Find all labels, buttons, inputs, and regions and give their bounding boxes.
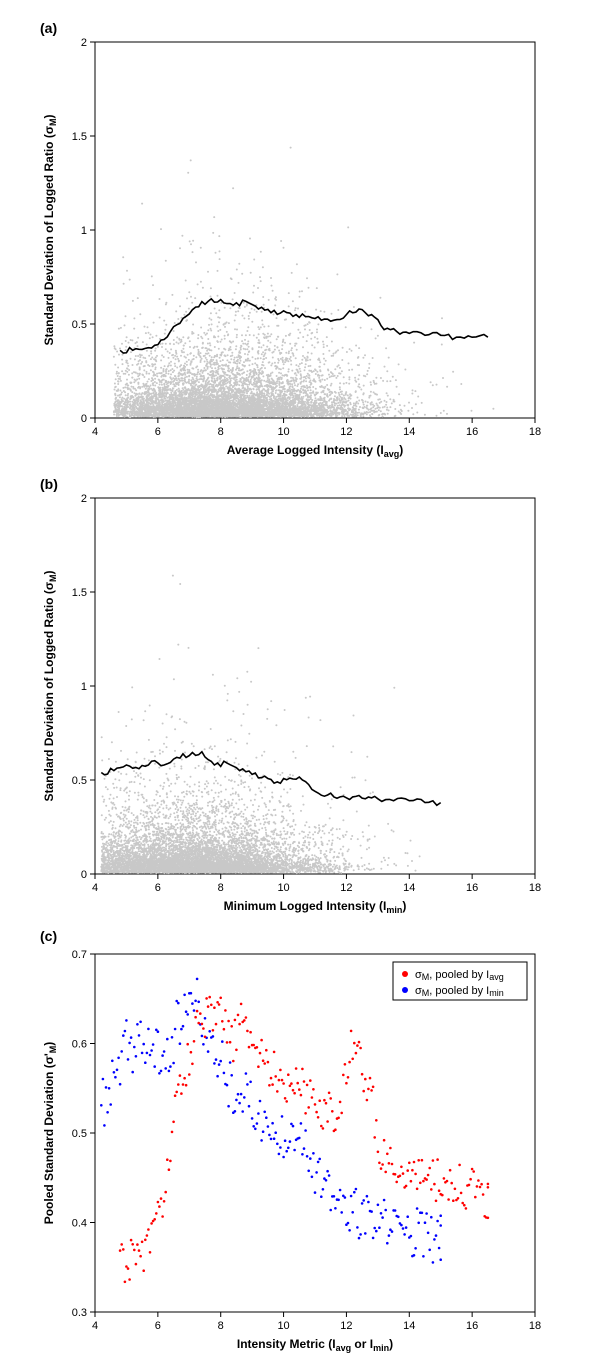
svg-text:0.5: 0.5: [72, 319, 87, 331]
chart-b: 468101214161800.511.52Minimum Logged Int…: [39, 492, 545, 920]
svg-text:16: 16: [466, 426, 478, 438]
trend-line: [101, 752, 440, 806]
scatter-points: [100, 575, 420, 875]
series-min: [100, 978, 442, 1264]
svg-text:2: 2: [81, 37, 87, 49]
y-axis-title: Standard Deviation of Logged Ratio (σM): [42, 114, 58, 345]
svg-text:6: 6: [155, 426, 161, 438]
legend-label: σM, pooled by Iavg: [415, 969, 504, 982]
y-axis-title: Pooled Standard Deviation (σ'M): [42, 1042, 58, 1225]
svg-text:1: 1: [81, 225, 87, 237]
figure-page: { "layout": { "page_w": 600, "page_h": 1…: [0, 0, 600, 1354]
x-axis-title: Intensity Metric (Iavg or Imin): [237, 1337, 393, 1353]
panel-label-c: (c): [40, 928, 57, 944]
svg-text:0: 0: [81, 413, 87, 425]
scatter-points: [113, 147, 495, 419]
panel-label-a: (a): [40, 20, 57, 36]
x-axis-title: Average Logged Intensity (Iavg): [227, 443, 403, 459]
legend-marker: [402, 987, 408, 993]
chart-c: 46810121416180.30.40.50.60.7σM, pooled b…: [39, 948, 545, 1358]
svg-text:10: 10: [277, 426, 289, 438]
x-axis-title: Minimum Logged Intensity (Imin): [224, 899, 407, 915]
y-axis-title: Standard Deviation of Logged Ratio (σM): [42, 570, 58, 801]
svg-text:1.5: 1.5: [72, 131, 87, 143]
legend-marker: [402, 971, 408, 977]
legend-label: σM, pooled by Imin: [415, 985, 504, 998]
svg-text:8: 8: [218, 426, 224, 438]
panel-label-b: (b): [40, 476, 58, 492]
svg-text:18: 18: [529, 426, 541, 438]
svg-text:12: 12: [340, 426, 352, 438]
svg-text:14: 14: [403, 426, 415, 438]
svg-text:4: 4: [92, 426, 98, 438]
chart-a: 4 6 8 10 12 14 16 18 0 0.5 1 1.5 2 Average Logged Int…: [39, 36, 545, 464]
